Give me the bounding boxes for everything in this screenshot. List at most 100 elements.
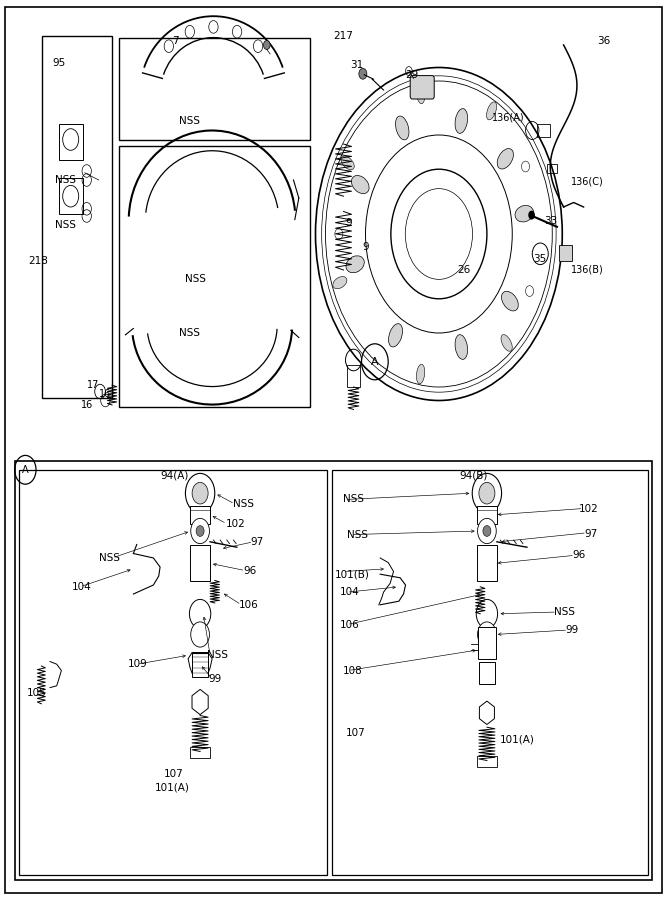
Text: 35: 35 [534,254,547,265]
Text: 97: 97 [584,528,598,539]
Text: 94(A): 94(A) [160,470,189,481]
Circle shape [359,68,367,79]
Text: 102: 102 [579,503,599,514]
Circle shape [196,526,204,536]
Bar [332,470,648,875]
Text: 99: 99 [566,625,579,635]
Text: A: A [371,356,379,367]
Circle shape [232,25,241,38]
Text: NSS: NSS [55,220,75,230]
Text: 94(B): 94(B) [459,470,488,481]
Circle shape [528,211,535,220]
Text: 105: 105 [27,688,47,698]
Text: 102: 102 [225,518,245,529]
Circle shape [185,25,195,38]
Text: 95: 95 [52,58,65,68]
Circle shape [209,21,218,33]
Bar [537,124,550,137]
Bar [190,506,210,524]
Circle shape [185,473,215,513]
Text: 99: 99 [208,674,221,685]
Circle shape [478,622,496,647]
Text: A: A [22,464,29,475]
Bar [479,662,495,684]
Text: NSS: NSS [179,328,199,338]
Bar [190,747,210,758]
Circle shape [192,482,208,504]
Ellipse shape [333,276,347,289]
Text: 217: 217 [334,31,354,41]
Circle shape [191,622,209,647]
Text: NSS: NSS [343,494,364,505]
Bar [478,627,496,659]
Circle shape [191,518,209,544]
Circle shape [483,526,491,536]
Bar [59,124,83,160]
Bar [19,470,327,875]
Text: 36: 36 [598,35,611,46]
Ellipse shape [515,205,534,222]
Text: 107: 107 [346,728,366,739]
Bar [559,245,572,261]
Ellipse shape [455,335,468,359]
Text: 96: 96 [572,550,586,561]
Circle shape [479,482,495,504]
Text: 31: 31 [350,59,364,70]
Ellipse shape [389,324,402,347]
Bar [547,164,557,173]
Text: 101(B): 101(B) [335,569,370,580]
Bar [59,178,83,214]
Ellipse shape [501,335,512,351]
Text: NSS: NSS [99,553,119,563]
Text: 9: 9 [362,242,369,253]
Bar [119,38,310,140]
Bar [192,652,208,677]
Text: 33: 33 [544,216,558,227]
Text: NSS: NSS [554,607,574,617]
Text: 97: 97 [250,536,263,547]
Text: NSS: NSS [233,499,254,509]
Text: 7: 7 [172,35,179,46]
Ellipse shape [497,148,514,169]
Text: 17: 17 [87,380,99,391]
Circle shape [522,161,530,172]
Text: 101(A): 101(A) [155,782,189,793]
Bar [477,756,497,767]
Text: 136(A): 136(A) [492,112,525,122]
Text: 218: 218 [28,256,48,266]
Text: 104: 104 [340,587,360,598]
Text: NSS: NSS [185,274,206,284]
Ellipse shape [346,256,364,273]
Text: 26: 26 [457,265,470,275]
Text: 109: 109 [128,659,148,670]
Circle shape [526,285,534,296]
Ellipse shape [416,364,425,383]
Circle shape [478,518,496,544]
Text: NSS: NSS [207,650,227,661]
Text: NSS: NSS [179,116,199,127]
FancyBboxPatch shape [410,76,434,99]
Bar [477,545,497,581]
Bar [15,461,652,880]
Bar [477,506,497,524]
Text: 106: 106 [340,620,360,631]
Text: 107: 107 [163,769,183,779]
Ellipse shape [416,85,425,104]
Ellipse shape [396,116,409,140]
Ellipse shape [502,292,518,310]
Text: 136(B): 136(B) [571,265,604,275]
Text: NSS: NSS [55,175,75,185]
Circle shape [253,40,263,52]
Circle shape [189,599,211,628]
Text: NSS: NSS [347,530,368,541]
Text: 16: 16 [81,400,93,410]
Text: 101(A): 101(A) [500,734,535,745]
Circle shape [263,40,270,50]
Circle shape [335,229,343,239]
Text: 136(C): 136(C) [571,176,604,187]
Text: 16: 16 [99,389,111,400]
Text: 104: 104 [72,581,92,592]
Text: 29: 29 [406,69,419,80]
Circle shape [476,599,498,628]
Circle shape [164,40,173,52]
